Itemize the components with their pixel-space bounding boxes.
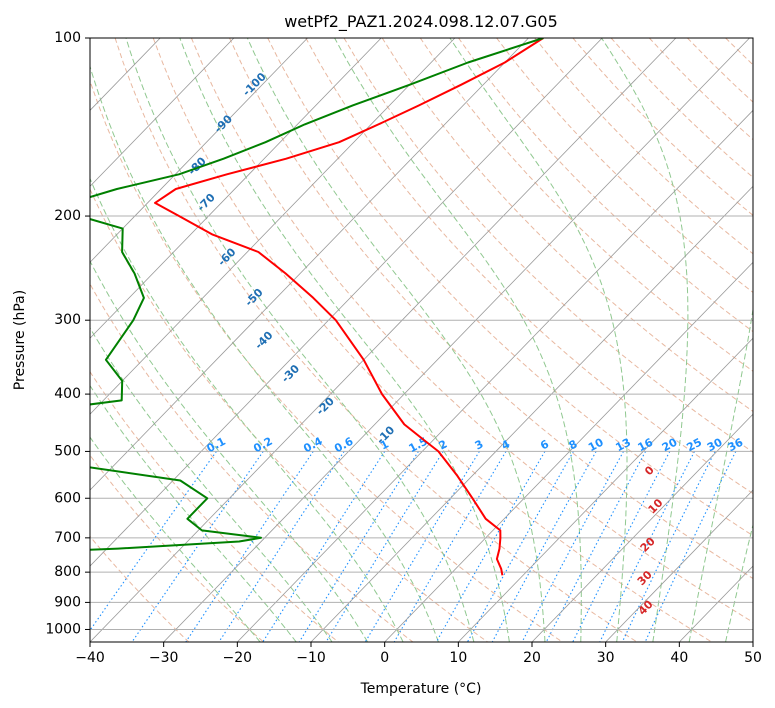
mixing-ratio-line: [545, 451, 647, 642]
mixing-ratio-label: 10: [586, 435, 606, 454]
isotherm-line: [605, 489, 753, 642]
chart-title: wetPf2_PAZ1.2024.098.12.07.G05: [284, 12, 558, 32]
dry-adiabat-line: [114, 38, 638, 642]
temperature-profile-line: [154, 38, 544, 576]
isotherms: [0, 38, 753, 642]
moist-adiabat-line: [601, 38, 689, 642]
moist-adiabat-line: [90, 326, 333, 642]
y-tick-label: 900: [54, 594, 81, 610]
mixing-ratio-line: [435, 451, 546, 642]
mixing-ratio-label: 16: [636, 435, 656, 454]
y-tick-label: 800: [54, 564, 81, 580]
x-tick-label: 0: [380, 650, 389, 666]
moist-adiabat-line: [90, 259, 369, 642]
dewpoint-profile-line: [90, 38, 544, 551]
mixing-ratio-line: [298, 451, 419, 642]
isotherm-line: [90, 38, 677, 642]
isobars: [90, 38, 753, 630]
isotherm-line: [90, 38, 603, 567]
dry-adiabat-line: [190, 38, 753, 623]
isotherm-line: [384, 261, 753, 642]
isotherm-line: [90, 38, 308, 263]
y-tick-label: 300: [54, 312, 81, 328]
mixing-ratio-line: [621, 451, 716, 642]
y-tick-label: 600: [54, 490, 81, 506]
y-axis-label: Pressure (hPa): [12, 290, 28, 390]
isotherm-line: [90, 38, 382, 339]
x-tick-label: 20: [523, 650, 541, 666]
dry-adiabat-line: [90, 370, 339, 642]
isotherm-line: [90, 38, 529, 491]
y-tick-label: 700: [54, 530, 81, 546]
mixing-ratio-line: [599, 451, 695, 642]
isotherm-line: [752, 641, 753, 642]
mixing-ratio-line: [325, 451, 444, 642]
isotherm-line: [90, 38, 235, 187]
y-tick-label: 500: [54, 443, 81, 459]
isotherm-line: [531, 413, 753, 642]
x-axis-ticks: −40 −30 −20 −10 0 10 20 30 40 50: [75, 642, 762, 666]
moist-adiabat-line: [90, 384, 297, 642]
dry-adiabat-line: [381, 38, 753, 413]
mixing-ratio-line: [218, 451, 345, 642]
moist-adiabat-line: [90, 436, 261, 642]
x-tick-label: −20: [223, 650, 253, 666]
dry-adiabat-line: [90, 187, 488, 642]
dry-adiabat-line: [305, 38, 753, 495]
moist-adiabat-line: [688, 306, 753, 642]
isotherm-line: [163, 38, 750, 642]
y-axis-ticks: 100 200 300 400 500 600 700 800 900 1000: [45, 30, 90, 637]
mixing-ratio-label: 20: [660, 435, 680, 454]
x-tick-label: −30: [149, 650, 179, 666]
x-tick-label: 50: [744, 650, 762, 666]
mixing-ratio-label: 30: [705, 435, 725, 454]
x-tick-label: −40: [75, 650, 105, 666]
mixing-ratio-label: 25: [684, 436, 704, 455]
y-tick-label: 100: [54, 30, 81, 46]
dry-adiabat-line: [229, 38, 753, 580]
plot-frame: [89, 37, 754, 643]
x-tick-label: 10: [449, 650, 467, 666]
moist-adiabat-line: [246, 38, 546, 642]
x-tick-label: −10: [296, 650, 326, 666]
moist-adiabat-line: [179, 38, 510, 642]
dry-adiabat-line: [764, 38, 775, 642]
y-tick-label: 200: [54, 208, 81, 224]
y-tick-label: 1000: [45, 621, 81, 637]
mixing-ratio-line: [185, 451, 314, 642]
dry-adiabat-line: [90, 535, 190, 642]
x-tick-label: 30: [597, 650, 615, 666]
mixing-ratio-line: [90, 451, 217, 632]
x-axis-label: Temperature (°C): [360, 681, 482, 697]
mixing-ratio-line: [521, 451, 624, 642]
dry-adiabat-line: [496, 38, 753, 294]
dry-adiabat-line: [152, 38, 712, 642]
profile-series: [90, 38, 544, 576]
dry-adiabat-line: [458, 38, 753, 333]
dry-adiabat-line: [343, 38, 753, 453]
y-tick-label: 400: [54, 386, 81, 402]
mixing-ratio-line: [467, 451, 574, 642]
plot-background: [90, 38, 753, 642]
dry-adiabat-line: [419, 38, 753, 372]
isotherm-line: [458, 337, 753, 642]
mixing-ratio-label: 13: [613, 436, 633, 455]
isotherm-line: [0, 38, 13, 642]
isotherm-line: [237, 109, 753, 642]
moist-adiabat-line: [90, 64, 439, 642]
mixing-ratio-line: [572, 451, 671, 642]
moist-adiabat-line: [90, 177, 404, 642]
x-tick-label: 40: [670, 650, 688, 666]
isotherm-line: [310, 185, 753, 642]
isotherm-line: [90, 38, 456, 415]
mixing-ratio-label: 36: [726, 435, 746, 454]
